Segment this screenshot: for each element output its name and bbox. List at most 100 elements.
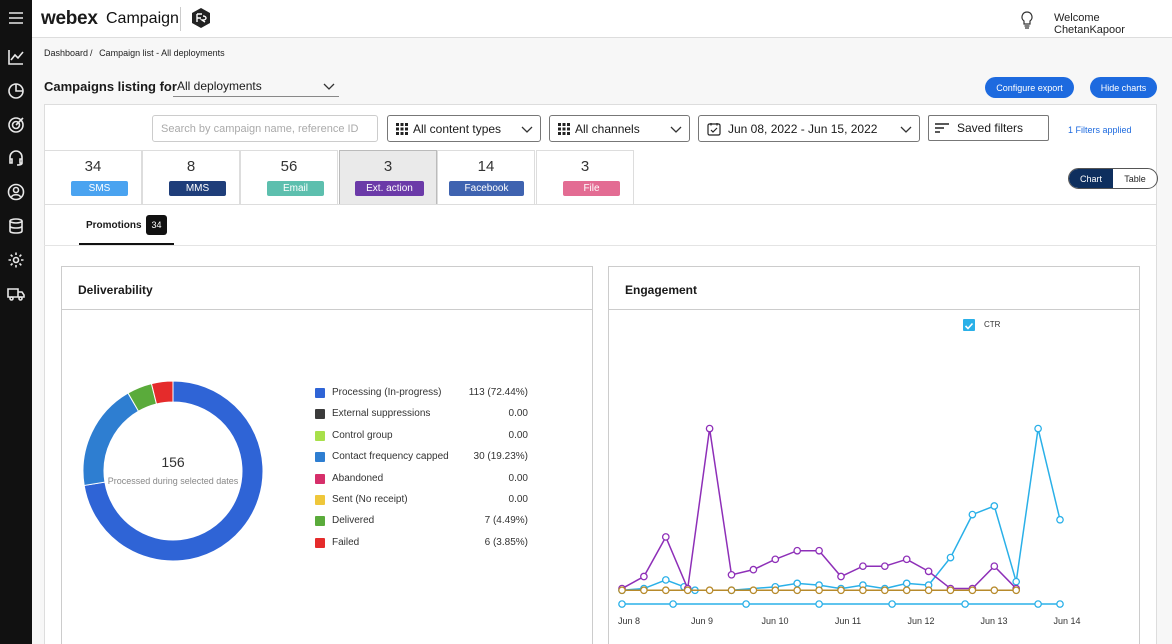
data-point[interactable] <box>924 567 933 576</box>
data-point[interactable] <box>990 502 999 510</box>
legend-item[interactable]: Control group 0.00 <box>315 428 530 449</box>
settings-gear-icon[interactable] <box>6 250 26 270</box>
data-point[interactable] <box>618 586 626 595</box>
legend-label: Control group <box>332 429 393 441</box>
data-point[interactable] <box>793 579 802 588</box>
channel-tab-email[interactable]: 56 Email <box>240 150 338 204</box>
breadcrumb-dashboard[interactable]: Dashboard <box>44 48 89 58</box>
legend-value: 0.00 <box>508 493 528 505</box>
data-point[interactable] <box>727 586 736 595</box>
data-point[interactable] <box>815 586 823 595</box>
chart-table-toggle[interactable]: Chart Table <box>1068 168 1158 189</box>
channels-dropdown[interactable]: All channels <box>549 115 690 142</box>
legend-item[interactable]: Sent (No receipt) 0.00 <box>315 492 530 513</box>
channel-tab-sms[interactable]: 34 SMS <box>44 150 142 204</box>
ctr-legend-label: CTR <box>984 320 1001 329</box>
data-point[interactable] <box>683 586 692 595</box>
legend-label: Contact frequency capped <box>332 451 449 463</box>
data-point[interactable] <box>1056 515 1064 524</box>
lightbulb-icon[interactable] <box>1019 11 1035 29</box>
legend-item[interactable]: Failed 6 (3.85%) <box>315 535 530 556</box>
campaign-target-icon[interactable] <box>6 115 26 135</box>
data-point[interactable] <box>859 586 867 595</box>
data-point[interactable] <box>837 586 845 595</box>
data-point[interactable] <box>1056 600 1064 608</box>
data-point[interactable] <box>990 586 999 595</box>
legend-item[interactable]: Processing (In-progress) 113 (72.44%) <box>315 385 530 406</box>
dashboard-pie-icon[interactable] <box>6 81 26 101</box>
data-point[interactable] <box>793 546 802 555</box>
configure-export-button[interactable]: Configure export <box>985 77 1074 98</box>
data-point[interactable] <box>669 600 677 608</box>
data-point[interactable] <box>859 562 867 571</box>
data-point[interactable] <box>749 565 758 574</box>
data-point[interactable] <box>880 586 889 595</box>
filters-applied-link[interactable]: 1 Filters applied <box>1068 125 1132 135</box>
donut-slice[interactable] <box>82 392 140 487</box>
subtab-promotions[interactable]: Promotions <box>86 220 142 231</box>
data-point[interactable] <box>815 600 823 608</box>
data-point[interactable] <box>888 600 896 608</box>
legend-item[interactable]: Delivered 7 (4.49%) <box>315 513 530 534</box>
saved-filters-button[interactable]: Saved filters <box>928 115 1049 141</box>
data-point[interactable] <box>946 586 955 595</box>
data-point[interactable] <box>1012 577 1021 586</box>
data-point[interactable] <box>902 586 911 595</box>
checkmark-icon <box>964 322 974 330</box>
data-point[interactable] <box>742 600 750 608</box>
data-point[interactable] <box>837 572 845 581</box>
data-point[interactable] <box>1012 586 1021 595</box>
data-point[interactable] <box>946 553 955 562</box>
data-point[interactable] <box>990 562 999 571</box>
ctr-legend-checkbox[interactable] <box>963 319 975 331</box>
delivery-truck-icon[interactable] <box>6 284 26 304</box>
channel-tab-ext-action[interactable]: 3 Ext. action <box>339 150 437 204</box>
data-point[interactable] <box>640 586 648 595</box>
data-point[interactable] <box>749 586 758 595</box>
legend-item[interactable]: Abandoned 0.00 <box>315 471 530 492</box>
database-icon[interactable] <box>6 216 26 236</box>
support-headset-icon[interactable] <box>6 148 26 168</box>
data-point[interactable] <box>961 600 969 608</box>
data-point[interactable] <box>705 424 714 433</box>
data-point[interactable] <box>1034 424 1042 433</box>
data-point[interactable] <box>661 576 670 584</box>
data-point[interactable] <box>771 555 780 564</box>
table-view-option[interactable]: Table <box>1124 173 1146 184</box>
data-point[interactable] <box>727 570 736 579</box>
data-point[interactable] <box>705 586 714 595</box>
channel-tab-facebook[interactable]: 14 Facebook <box>437 150 535 204</box>
donut-slice[interactable] <box>150 380 174 405</box>
analytics-icon[interactable] <box>6 47 26 67</box>
data-point[interactable] <box>771 586 780 595</box>
data-point[interactable] <box>902 579 911 588</box>
engagement-line-chart: Jun 8 Jun 9 Jun 10 Jun 11 Jun 12 Jun 13 Jun 14 <box>618 424 1081 626</box>
data-point[interactable] <box>968 586 977 595</box>
hide-charts-button[interactable]: Hide charts <box>1090 77 1157 98</box>
legend-item[interactable]: Contact frequency capped 30 (19.23%) <box>315 449 530 470</box>
grid-icon <box>396 122 408 135</box>
data-point[interactable] <box>793 586 802 595</box>
data-point[interactable] <box>968 510 977 519</box>
chart-view-option[interactable]: Chart <box>1069 169 1113 188</box>
deployment-select[interactable]: All deployments <box>173 76 339 97</box>
data-point[interactable] <box>924 586 933 595</box>
data-point[interactable] <box>661 586 670 595</box>
campaign-search-input[interactable]: Search by campaign name, reference ID <box>152 115 378 142</box>
data-point[interactable] <box>815 546 823 555</box>
data-point[interactable] <box>1034 600 1042 608</box>
legend-item[interactable]: External suppressions 0.00 <box>315 406 530 427</box>
data-point[interactable] <box>640 572 648 581</box>
data-point[interactable] <box>618 600 626 608</box>
welcome-user[interactable]: Welcome ChetanKapoor <box>1054 12 1125 36</box>
menu-icon[interactable] <box>6 8 26 28</box>
channel-tab-mms[interactable]: 8 MMS <box>142 150 240 204</box>
channel-tab-file[interactable]: 3 File <box>536 150 634 204</box>
contacts-user-icon[interactable] <box>6 182 26 202</box>
content-types-dropdown[interactable]: All content types <box>387 115 541 142</box>
donut-slice[interactable] <box>83 380 264 562</box>
data-point[interactable] <box>880 562 889 571</box>
data-point[interactable] <box>902 555 911 564</box>
date-range-picker[interactable]: Jun 08, 2022 - Jun 15, 2022 <box>698 115 920 142</box>
data-point[interactable] <box>661 533 670 541</box>
